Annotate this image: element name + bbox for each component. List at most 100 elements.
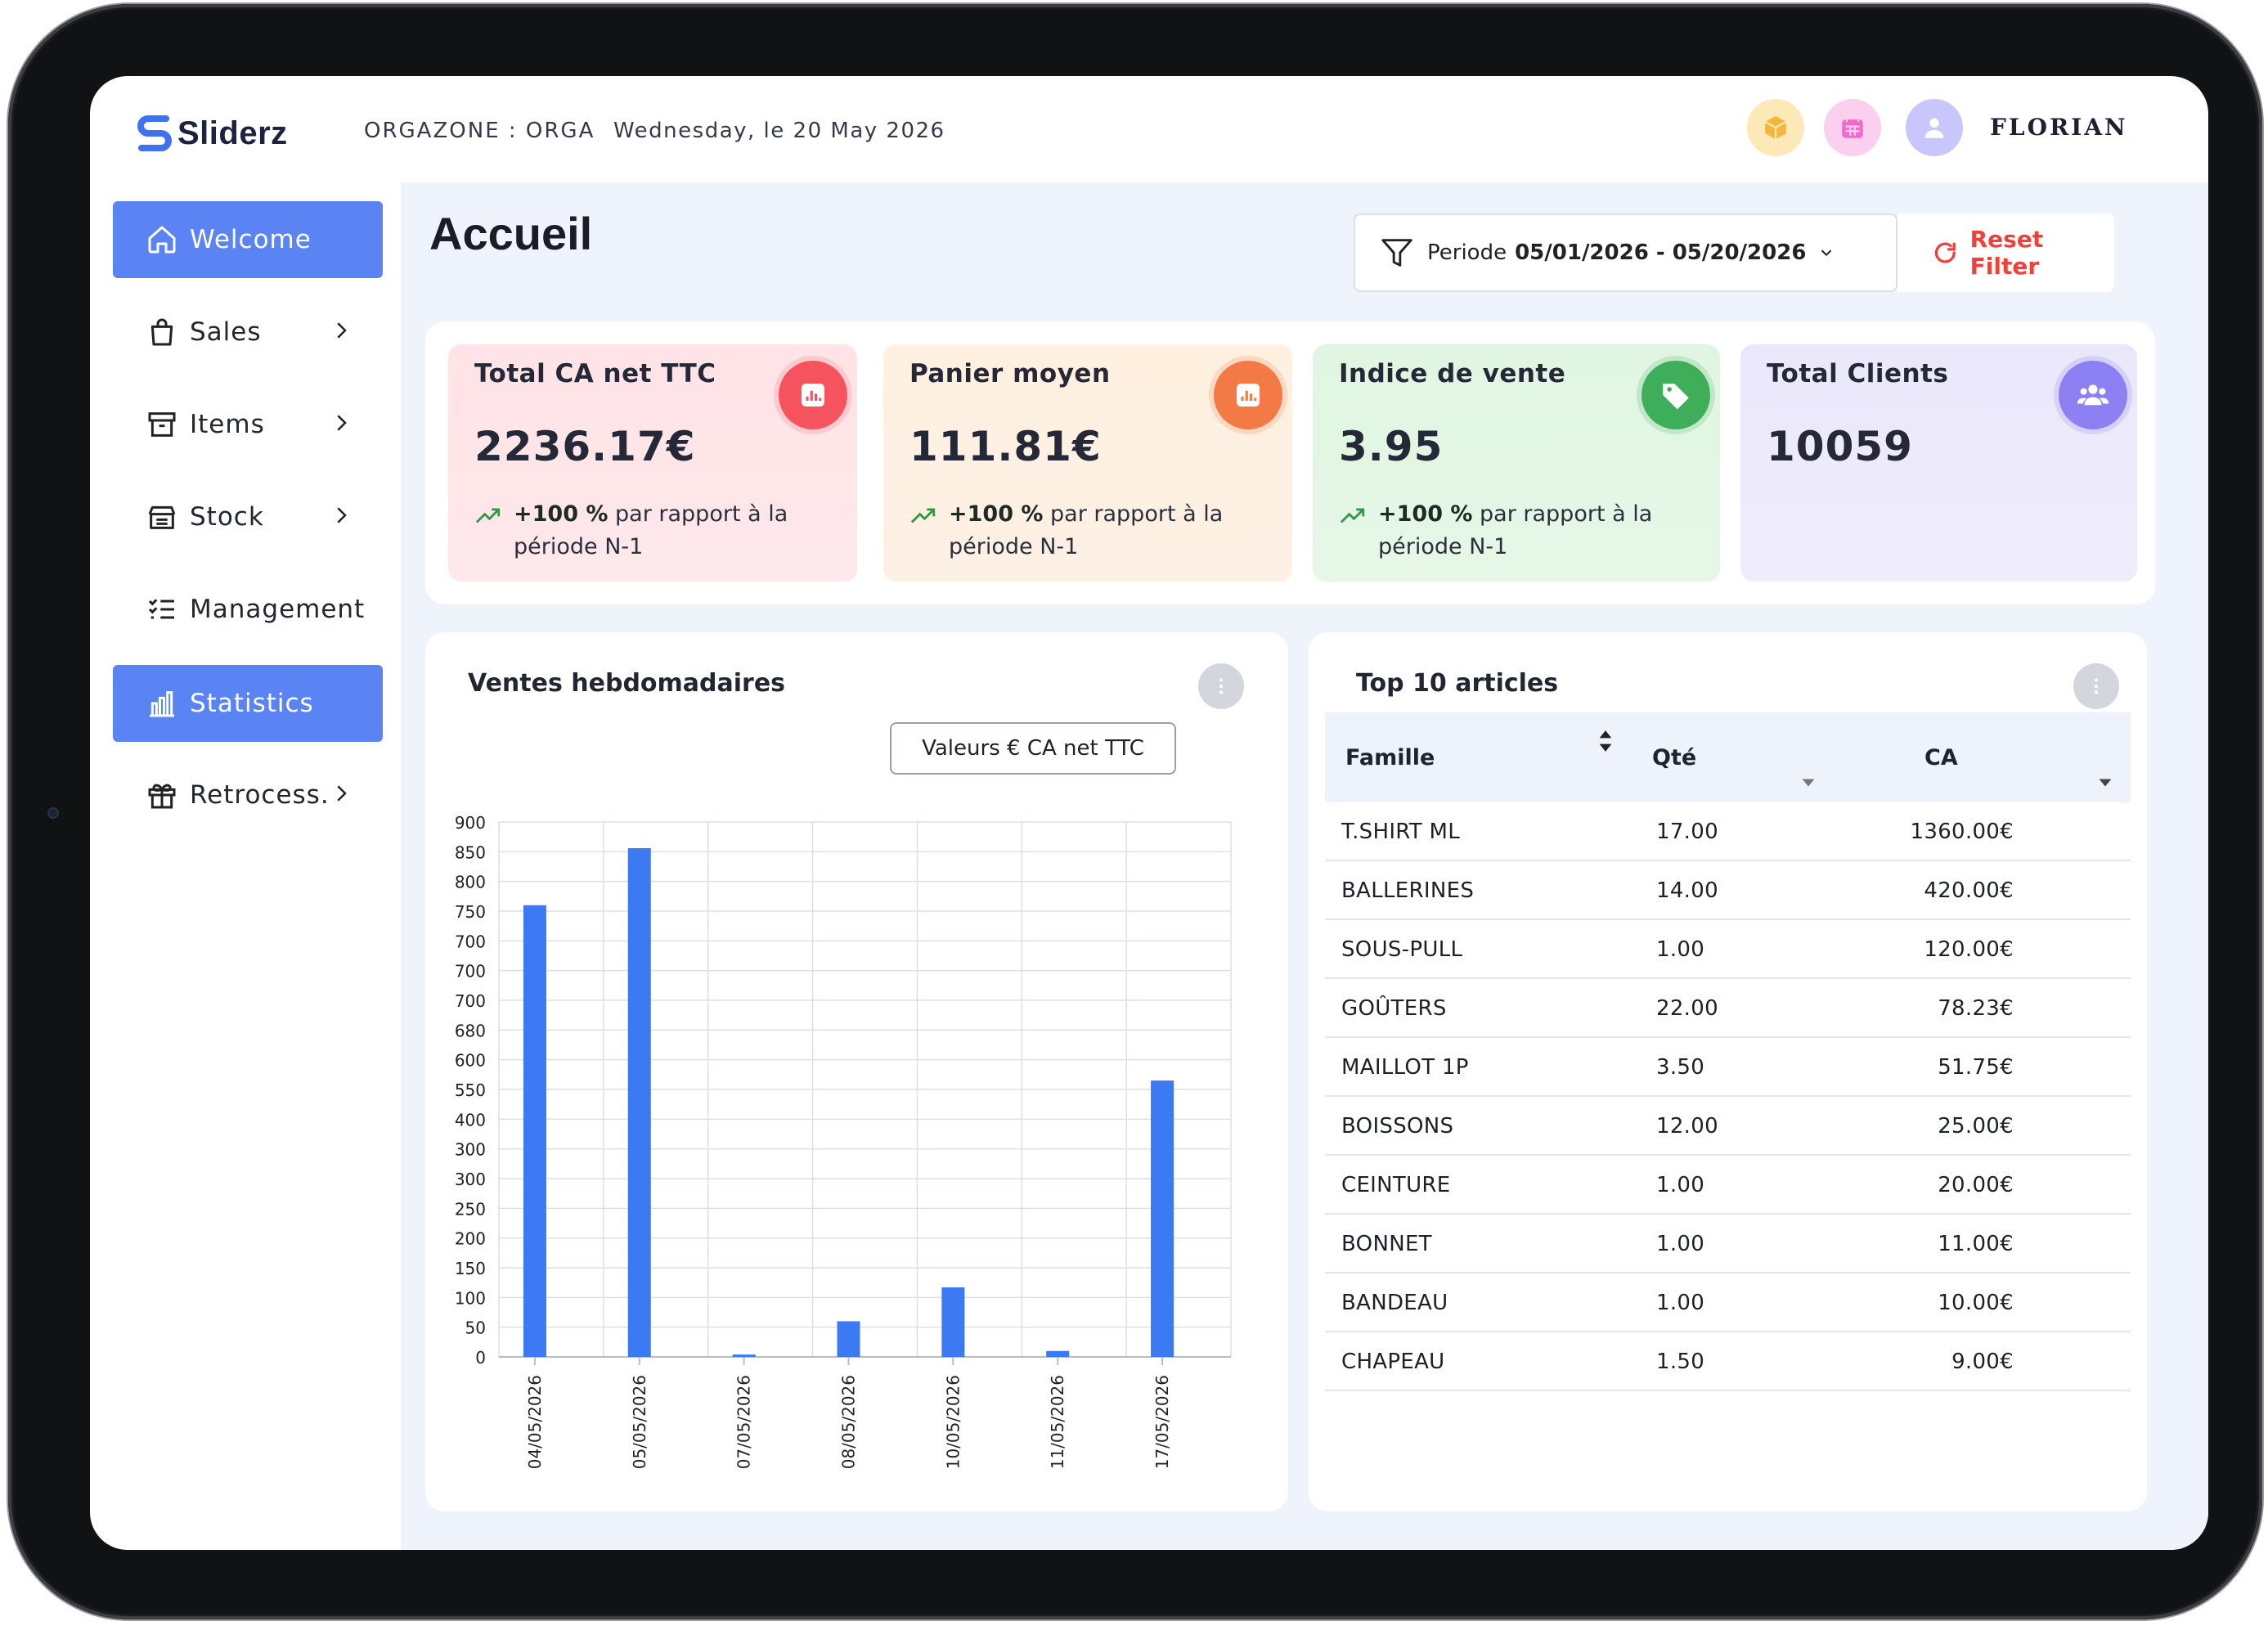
table-row[interactable]: BOISSONS 12.00 25.00€ xyxy=(1325,1097,2131,1156)
cell-qte: 22.00 xyxy=(1656,996,1718,1021)
sidebar-item-retrocess[interactable]: Retrocess. xyxy=(113,757,383,833)
cell-qte: 1.00 xyxy=(1656,1232,1705,1256)
cell-famille: GOÛTERS xyxy=(1341,996,1447,1021)
kpi-trend: +100 % par rapport à la période N-1 xyxy=(474,498,788,564)
bar xyxy=(523,905,546,1357)
y-tick-label: 550 xyxy=(455,1080,486,1100)
weekly-sales-chart: 900 850 800 750 700 700 700 680 600 550 400 300 300 2… xyxy=(455,813,1232,1469)
cell-ca: 11.00€ xyxy=(1938,1232,2014,1256)
more-options-button[interactable] xyxy=(2073,663,2119,709)
x-tick-label: 08/05/2026 xyxy=(839,1375,859,1469)
kpi-card-indice-vente: Indice de vente 3.95 +100 % par rapport … xyxy=(1313,344,1720,582)
kpi-title: Indice de vente xyxy=(1339,359,1566,389)
table-row[interactable]: BALLERINES 14.00 420.00€ xyxy=(1325,861,2131,920)
user-avatar-button[interactable] xyxy=(1906,99,1963,156)
table-row[interactable]: MAILLOT 1P 3.50 51.75€ xyxy=(1325,1038,2131,1097)
calendar-icon-button[interactable] xyxy=(1824,99,1881,156)
trend-text-2: période N-1 xyxy=(949,534,1079,559)
page-title: Accueil xyxy=(429,208,593,259)
kpi-icon xyxy=(1641,361,1710,429)
app-logo[interactable]: Sliderz xyxy=(135,105,288,162)
sidebar-item-label: Statistics xyxy=(190,689,314,718)
bar xyxy=(627,847,651,1357)
x-tick-label: 05/05/2026 xyxy=(630,1375,649,1469)
y-tick-label: 700 xyxy=(455,991,486,1011)
stock-icon xyxy=(148,505,176,529)
y-tick-label: 0 xyxy=(475,1348,486,1368)
cell-ca: 9.00€ xyxy=(1951,1350,2014,1374)
box-icon xyxy=(1764,115,1787,140)
kpi-title: Total Clients xyxy=(1767,359,1949,389)
reset-filter-label: Reset Filter xyxy=(1969,226,2044,280)
kpi-trend: +100 % par rapport à la période N-1 xyxy=(909,498,1223,564)
trend-up-icon xyxy=(910,508,936,523)
gift-icon xyxy=(148,784,176,809)
table-row[interactable]: CHAPEAU 1.50 9.00€ xyxy=(1325,1332,2131,1391)
trend-value: +100 % xyxy=(1378,501,1473,527)
logo-icon xyxy=(137,115,172,151)
chevron-right-icon xyxy=(337,785,347,802)
sidebar-item-label: Welcome xyxy=(190,225,312,254)
reset-filter-button[interactable]: Reset Filter xyxy=(1897,213,2114,292)
chevron-right-icon xyxy=(337,415,347,431)
sidebar-item-welcome[interactable]: Welcome xyxy=(113,201,383,278)
cell-ca: 10.00€ xyxy=(1938,1291,2014,1315)
column-header-ca[interactable]: CA xyxy=(1924,745,1958,770)
sort-icon[interactable] xyxy=(1597,729,1615,753)
more-vertical-icon xyxy=(2095,678,2098,694)
y-tick-label: 700 xyxy=(455,962,486,981)
chevron-down-icon[interactable] xyxy=(2098,778,2113,788)
chart-legend-toggle[interactable]: Valeurs € CA net TTC xyxy=(890,722,1176,775)
archive-box-icon xyxy=(148,412,176,437)
refresh-icon xyxy=(1934,242,1956,263)
cell-famille: BANDEAU xyxy=(1341,1291,1448,1315)
table-row[interactable]: T.SHIRT ML 17.00 1360.00€ xyxy=(1325,802,2131,861)
bar xyxy=(941,1287,965,1357)
cell-famille: BONNET xyxy=(1341,1232,1432,1256)
table-row[interactable]: BANDEAU 1.00 10.00€ xyxy=(1325,1273,2131,1332)
report-icon xyxy=(1237,384,1260,406)
x-tick-label: 10/05/2026 xyxy=(943,1375,963,1469)
sidebar-item-label: Sales xyxy=(190,317,262,347)
cell-famille: MAILLOT 1P xyxy=(1341,1055,1469,1080)
y-tick-label: 300 xyxy=(455,1140,486,1160)
app-screen: Sliderz ORGAZONE : ORGA Wednesday, le 20… xyxy=(90,76,2208,1550)
box-icon-button[interactable] xyxy=(1747,99,1804,156)
more-options-button[interactable] xyxy=(1198,663,1244,709)
cell-ca: 51.75€ xyxy=(1938,1055,2014,1080)
chevron-right-icon xyxy=(337,507,347,523)
x-tick-label: 17/05/2026 xyxy=(1152,1375,1172,1469)
bar xyxy=(1151,1080,1174,1357)
kpi-title: Total CA net TTC xyxy=(474,359,716,389)
sidebar-item-stock[interactable]: Stock xyxy=(113,478,383,555)
period-filter-dropdown[interactable]: Periode 05/01/2026 - 05/20/2026 xyxy=(1354,213,1897,292)
sidebar-item-management[interactable]: Management xyxy=(113,571,383,648)
weekly-sales-title: Ventes hebdomadaires xyxy=(468,669,786,698)
y-tick-label: 200 xyxy=(455,1229,486,1249)
column-header-famille[interactable]: Famille xyxy=(1345,745,1435,770)
table-row[interactable]: CEINTURE 1.00 20.00€ xyxy=(1325,1156,2131,1215)
cell-qte: 12.00 xyxy=(1656,1114,1718,1139)
kpi-trend: +100 % par rapport à la période N-1 xyxy=(1339,498,1652,564)
sidebar-item-statistics[interactable]: Statistics xyxy=(113,665,383,742)
y-tick-label: 100 xyxy=(455,1288,486,1308)
sidebar-item-items[interactable]: Items xyxy=(113,386,383,463)
sidebar-item-label: Items xyxy=(190,410,265,439)
column-header-qte[interactable]: Qté xyxy=(1652,745,1697,770)
table-row[interactable]: BONNET 1.00 11.00€ xyxy=(1325,1215,2131,1273)
cell-famille: CHAPEAU xyxy=(1341,1350,1445,1374)
cell-qte: 1.50 xyxy=(1656,1350,1705,1374)
cell-qte: 1.00 xyxy=(1656,1173,1705,1197)
app-name: Sliderz xyxy=(177,115,288,151)
sidebar-item-sales[interactable]: Sales xyxy=(113,294,383,371)
kpi-value: 2236.17€ xyxy=(474,423,696,470)
users-icon xyxy=(2077,384,2109,406)
trend-up-icon xyxy=(475,508,501,523)
trend-text-2: période N-1 xyxy=(1378,534,1508,559)
table-row[interactable]: GOÛTERS 22.00 78.23€ xyxy=(1325,979,2131,1038)
table-row[interactable]: SOUS-PULL 1.00 120.00€ xyxy=(1325,920,2131,979)
chevron-down-icon[interactable] xyxy=(1801,778,1816,788)
funnel-icon xyxy=(1381,239,1412,267)
more-vertical-icon xyxy=(1219,678,1223,694)
shopping-bag-icon xyxy=(150,318,173,346)
